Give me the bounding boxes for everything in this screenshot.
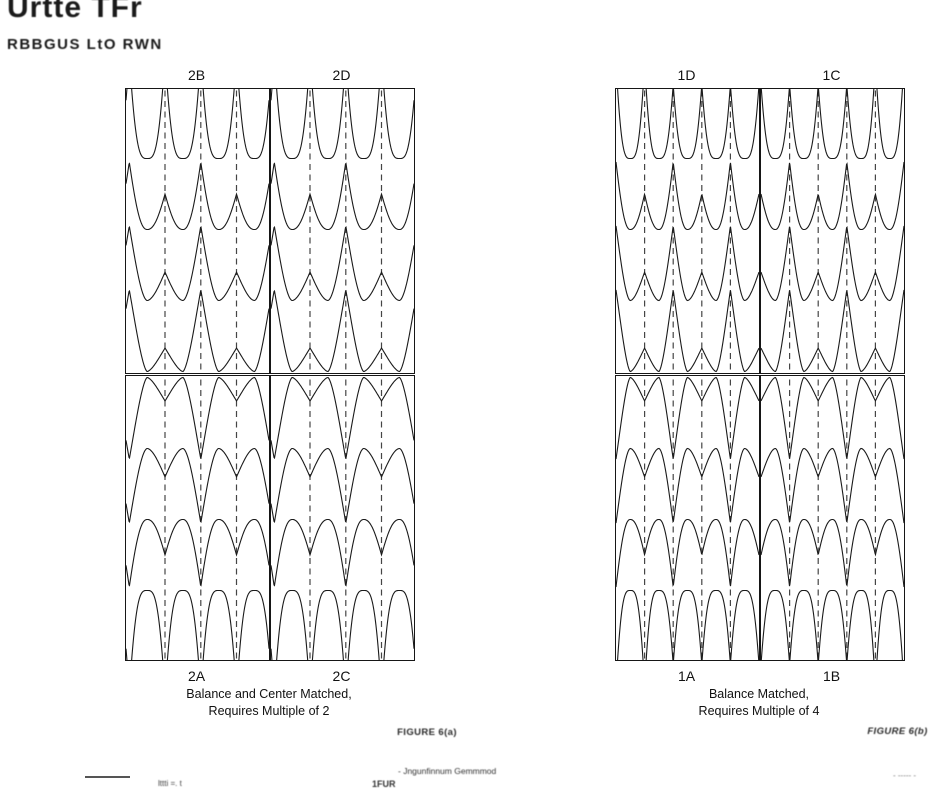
waveform-row-cusp-narrow [761, 518, 904, 588]
figure-number-right-garbled: FIGURE 6(b) [867, 726, 928, 737]
panel-label-2B: 2B [187, 67, 206, 83]
waveform-row-cusp-broad [126, 289, 269, 373]
waveform-row-cusp-broad [616, 289, 759, 373]
waveform-panel-2B [125, 88, 270, 374]
waveform-row-spike [616, 589, 759, 660]
legend-dash-sample-garbled: - ----- - [893, 771, 917, 780]
caption-right-group: Balance Matched, Requires Multiple of 4 [613, 686, 905, 720]
waveform-row-cusp-narrow [271, 518, 414, 587]
waveform-svg-2B [126, 89, 269, 373]
waveform-row-cusp-narrow [616, 518, 759, 588]
waveform-row-cusp-medium [271, 447, 414, 523]
waveform-panel-2C [270, 375, 415, 661]
waveform-row-spike [761, 89, 904, 160]
header-subtitle-garbled: RBBGUS LtO RWN [7, 36, 163, 53]
legend-line-sample [85, 776, 130, 778]
waveform-row-cusp-medium [616, 225, 759, 302]
waveform-svg-1B [761, 376, 904, 660]
waveform-svg-1A [616, 376, 759, 660]
caption-left-group: Balance and Center Matched, Requires Mul… [125, 686, 413, 720]
waveform-row-spike [271, 89, 414, 160]
waveform-row-cusp-medium [271, 226, 414, 302]
caption-right-line2: Requires Multiple of 4 [698, 704, 820, 718]
waveform-row-cusp-medium [126, 226, 269, 302]
waveform-svg-2A [126, 376, 269, 660]
waveform-panel-2A [125, 375, 270, 661]
waveform-row-cusp-medium [761, 447, 904, 524]
waveform-row-cusp-broad [616, 376, 759, 460]
panel-label-1B: 1B [822, 668, 841, 684]
waveform-row-cusp-broad [761, 376, 904, 460]
waveform-row-cusp-medium [126, 447, 269, 523]
legend-text-left-garbled: lttti =. t [158, 779, 182, 788]
waveform-row-spike [761, 589, 904, 660]
waveform-row-cusp-medium [616, 447, 759, 524]
waveform-row-spike [126, 589, 269, 660]
waveform-row-cusp-narrow [126, 518, 269, 587]
panel-label-1D: 1D [677, 67, 696, 83]
waveform-row-cusp-broad [271, 376, 414, 460]
panel-label-2C: 2C [332, 668, 351, 684]
waveform-row-cusp-narrow [271, 162, 414, 231]
waveform-row-cusp-broad [271, 289, 414, 373]
waveform-svg-1D [616, 89, 759, 373]
waveform-row-cusp-narrow [126, 162, 269, 231]
waveform-panel-1B [760, 375, 905, 661]
waveform-row-spike [126, 89, 269, 160]
waveform-svg-2D [271, 89, 414, 373]
waveform-row-spike [617, 89, 759, 160]
legend-text-center1-garbled: - Jngunfinnum Gemmmod [398, 766, 497, 776]
waveform-panel-1C [760, 88, 905, 374]
waveform-row-cusp-narrow [761, 161, 904, 231]
caption-left-line1: Balance and Center Matched, [186, 687, 352, 701]
waveform-svg-1C [761, 89, 904, 373]
legend-text-center2-garbled: 1FUR [372, 779, 396, 788]
waveform-row-spike [271, 589, 414, 660]
waveform-row-cusp-broad [126, 376, 269, 460]
waveform-panel-1A [615, 375, 760, 661]
panel-label-2A: 2A [187, 668, 206, 684]
panel-label-2D: 2D [332, 67, 351, 83]
waveform-panel-1D [615, 88, 760, 374]
waveform-svg-2C [271, 376, 414, 660]
waveform-panel-2D [270, 88, 415, 374]
waveform-row-cusp-broad [761, 289, 904, 373]
header-title-garbled: Urtte TFr [7, 0, 143, 24]
waveform-row-cusp-medium [761, 225, 904, 302]
caption-left-line2: Requires Multiple of 2 [208, 704, 330, 718]
figure-number-left-garbled: FIGURE 6(a) [397, 727, 457, 738]
panel-label-1C: 1C [822, 67, 841, 83]
panel-label-1A: 1A [677, 668, 696, 684]
caption-right-line1: Balance Matched, [708, 687, 810, 701]
waveform-row-cusp-narrow [616, 161, 759, 231]
